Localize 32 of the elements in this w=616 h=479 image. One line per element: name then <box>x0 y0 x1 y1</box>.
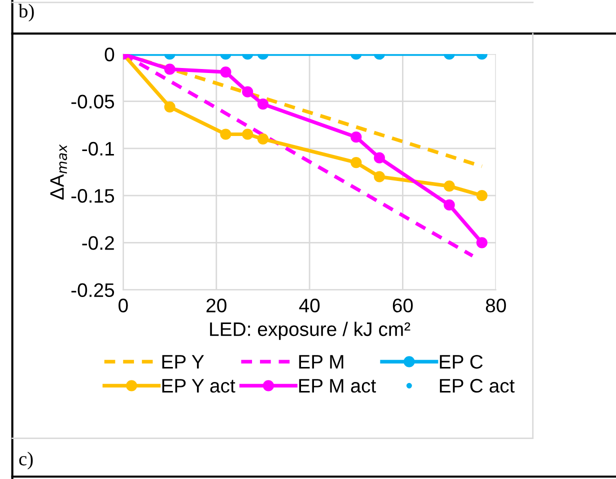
legend-label: EP C <box>440 354 483 369</box>
legend-label: EP Y <box>162 355 204 369</box>
text: c) <box>19 452 33 470</box>
point <box>350 156 362 168</box>
x-tick-label: 20 <box>206 298 226 312</box>
point <box>257 133 269 145</box>
y-tick-label: -0.15 <box>71 188 114 203</box>
y-axis-title: ΔA$_{max}$ <box>50 144 68 200</box>
y-tick-label: 0 <box>104 48 114 62</box>
point <box>476 190 488 202</box>
y-tick-label: -0.25 <box>71 283 114 298</box>
y-tick-label: -0.05 <box>71 94 114 108</box>
text: b) <box>18 4 34 22</box>
x-tick-label: 0 <box>118 298 128 312</box>
y-tick-label: -0.1 <box>82 142 114 156</box>
x-tick-label: 60 <box>392 298 413 312</box>
legend-label: EP Y act <box>162 379 236 393</box>
x-tick-label: 80 <box>486 298 506 312</box>
point <box>444 180 455 192</box>
legend-label: EP C act <box>440 378 515 393</box>
point <box>444 199 455 211</box>
legend-label: EP M <box>299 355 344 369</box>
point <box>374 171 385 182</box>
x-tick-label: 40 <box>299 298 320 312</box>
point <box>350 132 362 143</box>
legend-label: EP M act <box>299 379 376 393</box>
point <box>220 128 232 140</box>
x-axis-title: LED: exposure / kJ cm² <box>210 322 410 340</box>
point <box>257 98 269 110</box>
y-tick-label: -0.2 <box>82 236 114 250</box>
point <box>374 152 385 164</box>
point <box>242 128 254 140</box>
